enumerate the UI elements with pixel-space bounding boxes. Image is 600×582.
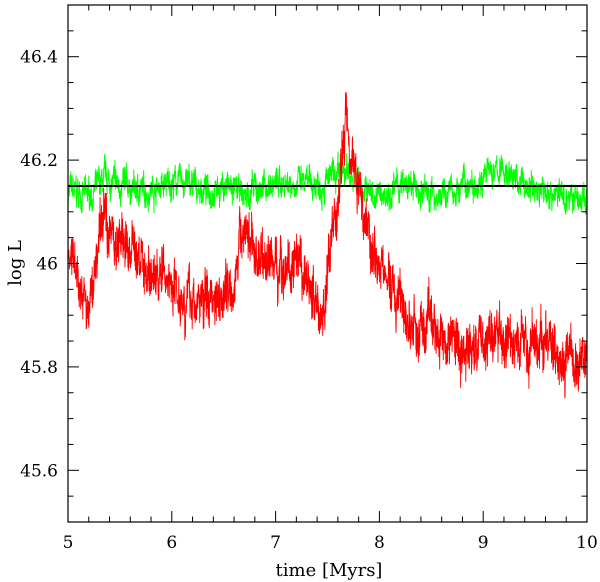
y-tick-label: 46.2 [20,151,58,171]
red-series-line [68,91,587,399]
x-tick-label: 7 [270,533,281,553]
tick-labels: 5 6 7 8 9 10 45.6 45.8 46 46.2 46.4 [20,48,598,553]
green-series-line [68,151,587,215]
x-axis-label: time [Myrs] [276,560,383,581]
x-tick-label: 10 [576,533,598,553]
x-tick-label: 6 [166,533,177,553]
y-tick-label: 46.4 [20,48,58,68]
y-axis-label: log L [5,240,26,286]
x-tick-label: 9 [478,533,489,553]
x-tick-label: 8 [374,533,385,553]
x-tick-label: 5 [63,533,74,553]
y-tick-label: 46 [36,255,58,275]
y-tick-label: 45.8 [20,358,58,378]
axis-ticks [67,4,588,523]
plot-area [68,91,587,399]
y-tick-label: 45.6 [20,461,58,481]
